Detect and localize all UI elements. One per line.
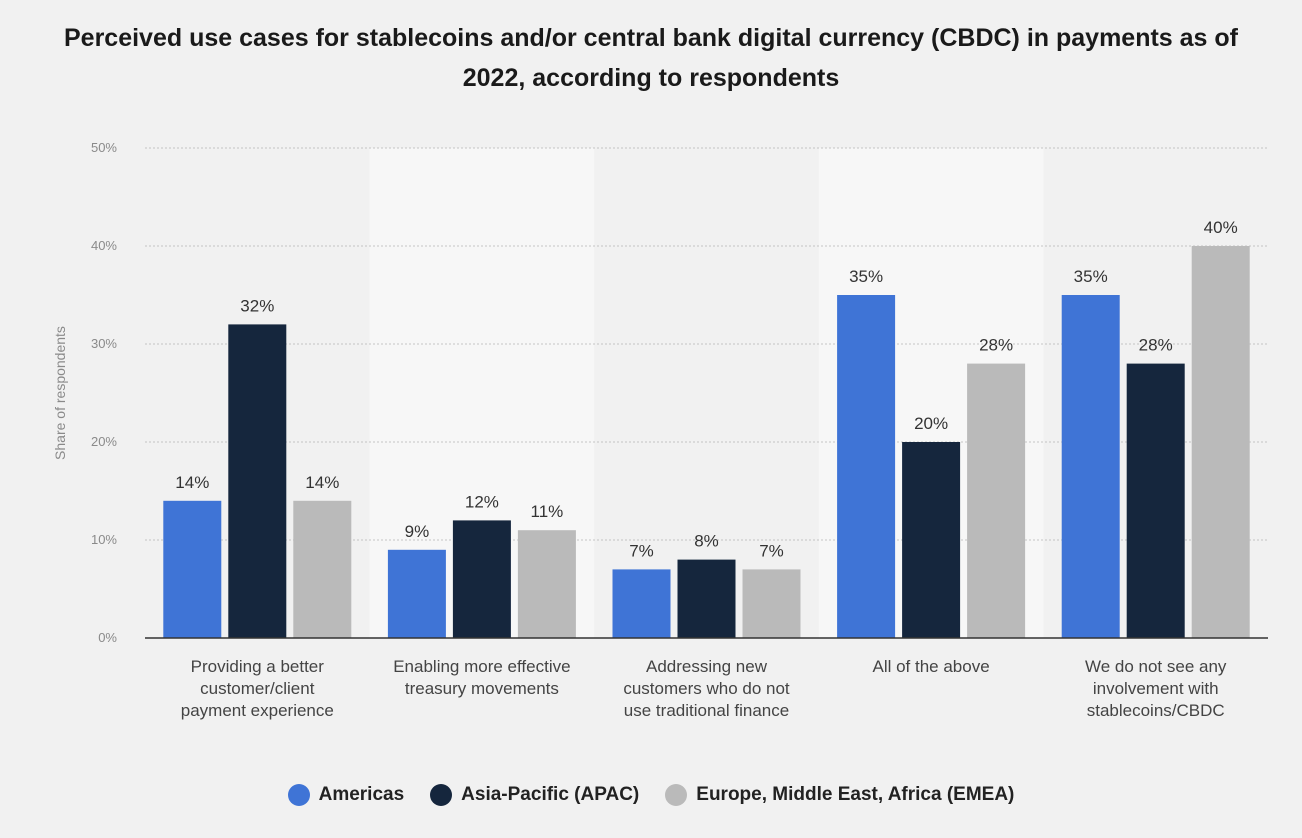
- y-tick-label: 40%: [91, 238, 117, 253]
- bar: [1191, 246, 1250, 638]
- data-label: 20%: [914, 414, 948, 433]
- data-label: 14%: [305, 473, 339, 492]
- bar: [452, 520, 511, 638]
- bar: [612, 569, 671, 638]
- bar: [677, 559, 736, 638]
- legend-swatch: [430, 784, 453, 806]
- bar: [293, 500, 352, 638]
- y-tick-label: 20%: [91, 434, 117, 449]
- x-tick-label: We do not see any: [1085, 657, 1227, 676]
- legend-label: Europe, Middle East, Africa (EMEA): [696, 784, 1015, 805]
- x-tick-label: payment experience: [181, 701, 334, 720]
- bar: [837, 295, 896, 638]
- y-tick-label: 50%: [91, 140, 117, 155]
- data-label: 32%: [240, 296, 274, 315]
- bar: [163, 500, 222, 638]
- bar: [1126, 363, 1185, 638]
- data-label: 28%: [1139, 336, 1173, 355]
- legend-item[interactable]: Asia-Pacific (APAC): [430, 784, 639, 806]
- x-tick-label: use traditional finance: [624, 701, 789, 720]
- x-tick-label: customers who do not: [623, 679, 790, 698]
- bar: [742, 569, 801, 638]
- data-label: 8%: [694, 532, 719, 551]
- data-label: 35%: [849, 267, 883, 286]
- data-label: 7%: [629, 541, 654, 560]
- data-label: 9%: [405, 522, 430, 541]
- x-tick-label: involvement with: [1093, 679, 1219, 698]
- y-axis-label: Share of respondents: [52, 326, 68, 460]
- data-label: 28%: [979, 336, 1013, 355]
- data-label: 11%: [531, 502, 564, 521]
- legend-swatch: [287, 784, 310, 806]
- legend-item[interactable]: Americas: [287, 784, 405, 806]
- data-label: 14%: [175, 473, 209, 492]
- data-label: 7%: [759, 541, 784, 560]
- bar: [967, 363, 1026, 638]
- y-tick-label: 0%: [98, 630, 117, 645]
- data-label: 35%: [1074, 267, 1108, 286]
- legend-label: Americas: [318, 784, 405, 805]
- y-tick-label: 30%: [91, 336, 117, 351]
- y-tick-label: 10%: [91, 532, 117, 547]
- chart-title: Perceived use cases for stablecoins and/…: [64, 24, 1238, 92]
- x-tick-label: All of the above: [872, 657, 989, 676]
- bar: [228, 324, 287, 638]
- legend-label: Asia-Pacific (APAC): [461, 784, 640, 805]
- x-tick-label: Addressing new: [646, 657, 768, 676]
- bar: [387, 549, 446, 638]
- data-label: 40%: [1204, 218, 1238, 237]
- x-tick-label: treasury movements: [405, 679, 559, 698]
- legend-swatch: [665, 784, 688, 806]
- x-tick-label: Providing a better: [191, 657, 325, 676]
- x-tick-label: customer/client: [200, 679, 315, 698]
- data-label: 12%: [465, 492, 499, 511]
- x-tick-label: Enabling more effective: [393, 657, 570, 676]
- bar: [1061, 295, 1120, 638]
- bar: [902, 442, 961, 638]
- x-tick-label: stablecoins/CBDC: [1087, 701, 1225, 720]
- legend-item[interactable]: Europe, Middle East, Africa (EMEA): [665, 784, 1014, 806]
- bar: [517, 530, 576, 638]
- chart-legend: Americas Asia-Pacific (APAC) Europe, Middl…: [0, 784, 1302, 806]
